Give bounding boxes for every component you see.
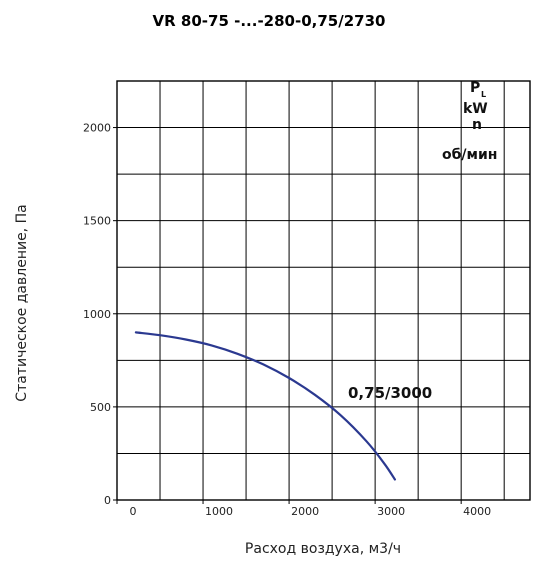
- legend-n: n: [472, 117, 482, 133]
- y-tick-labels: 0 500 1000 1500 2000: [83, 122, 117, 507]
- legend: P L kW n об/мин: [442, 80, 497, 163]
- legend-p-subscript: L: [481, 90, 486, 99]
- y-tick-label: 0: [104, 494, 111, 507]
- legend-kw: kW: [463, 101, 488, 117]
- x-tick-label: 1000: [205, 505, 233, 518]
- x-tick-label: 3000: [377, 505, 405, 518]
- x-tick-label: 2000: [291, 505, 319, 518]
- legend-p: P: [470, 80, 480, 96]
- x-tick-label: 4000: [463, 505, 491, 518]
- series-label: 0,75/3000: [348, 384, 432, 402]
- x-tick-labels: 0 1000 2000 3000 4000: [116, 500, 491, 518]
- y-tick-label: 1000: [83, 308, 111, 321]
- y-tick-label: 1500: [83, 215, 111, 228]
- chart-title: VR 80-75 -...-280-0,75/2730: [153, 12, 386, 30]
- y-axis-label: Статическое давление, Па: [14, 204, 30, 401]
- x-axis-label: Расход воздуха, м3/ч: [245, 541, 401, 557]
- series-points: [135, 332, 396, 480]
- grid: [117, 81, 530, 500]
- x-tick-label: 0: [130, 505, 137, 518]
- series-line: [134, 331, 396, 481]
- plot-frame: [116, 80, 531, 501]
- y-tick-label: 500: [90, 401, 111, 414]
- legend-rpm: об/мин: [442, 147, 497, 163]
- y-tick-label: 2000: [83, 122, 111, 135]
